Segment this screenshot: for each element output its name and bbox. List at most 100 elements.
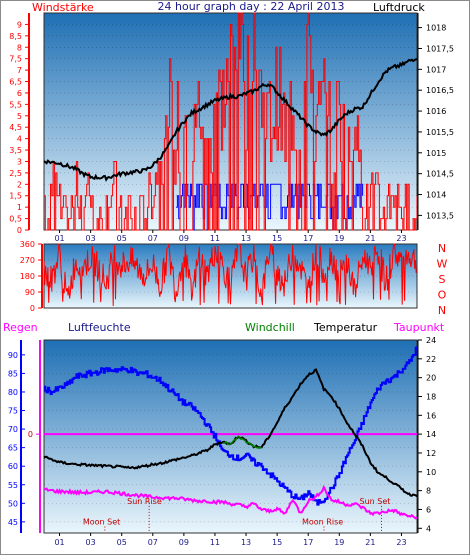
humidity-tick-label: 80 xyxy=(8,388,18,397)
temperature-tick-label: 4 xyxy=(426,524,431,533)
temperature-tick-label: 8 xyxy=(426,487,431,496)
wind-tick-label: 3 xyxy=(17,157,22,166)
temperature-tick-label: 18 xyxy=(426,392,436,401)
compass-label: N xyxy=(438,242,446,255)
pressure-line xyxy=(43,58,418,182)
x-tick-label: 15 xyxy=(272,234,282,243)
wind-tick-label: 4,5 xyxy=(9,123,22,132)
wind-tick-label: 6,5 xyxy=(9,78,22,87)
event-label: Moon Set xyxy=(83,518,120,527)
windchill-line xyxy=(222,435,262,450)
compass-label: S xyxy=(439,273,446,286)
chart-title: 24 hour graph day : 22 April 2013 xyxy=(158,1,345,13)
wind-tick-label: 2,5 xyxy=(9,169,22,178)
x-tick-label: 09 xyxy=(179,538,189,547)
x-tick-label: 11 xyxy=(210,538,220,547)
wind-tick-label: 0,5 xyxy=(9,215,22,224)
humidity-tick-label: 55 xyxy=(8,481,18,490)
temperature-humidity-plot-area xyxy=(43,339,418,534)
dew-point-legend-label: Taupunkt xyxy=(393,321,445,334)
humidity-legend-label: Luftfeuchte xyxy=(68,321,131,334)
direction-tick-label: 270 xyxy=(20,256,35,265)
wind-tick-label: 3,5 xyxy=(9,146,22,155)
temperature-tick-label: 20 xyxy=(426,374,436,383)
event-label: Sun Set xyxy=(359,497,390,506)
wind-tick-label: 7,5 xyxy=(9,55,22,64)
pressure-tick-label: 1018 xyxy=(426,24,446,33)
x-tick-label: 01 xyxy=(54,538,64,547)
temperature-tick-label: 10 xyxy=(426,468,436,477)
x-tick-label: 01 xyxy=(54,234,64,243)
pressure-tick-label: 1013,5 xyxy=(426,211,454,220)
compass-label: N xyxy=(438,304,446,317)
pressure-tick-label: 1015,5 xyxy=(426,128,454,137)
pressure-tick-label: 1016,5 xyxy=(426,86,454,95)
pressure-tick-label: 1015 xyxy=(426,149,446,158)
wind-tick-label: 0 xyxy=(17,226,22,235)
pressure-tick-label: 1017,5 xyxy=(426,44,454,53)
temperature-tick-label: 22 xyxy=(426,355,436,364)
wind-tick-label: 8,5 xyxy=(9,32,22,41)
humidity-tick-label: 60 xyxy=(8,462,18,471)
compass-label: O xyxy=(438,289,447,302)
temperature-tick-label: 16 xyxy=(426,411,436,420)
wind-direction-line xyxy=(43,243,417,307)
x-tick-label: 03 xyxy=(86,538,96,547)
wind-tick-label: 2 xyxy=(17,180,22,189)
direction-tick-label: 90 xyxy=(25,288,35,297)
temperature-legend-label: Temperatur xyxy=(313,321,378,334)
direction-tick-label: 360 xyxy=(20,240,35,249)
x-tick-label: 05 xyxy=(117,538,127,547)
temperature-tick-label: 12 xyxy=(426,449,436,458)
x-tick-label: 11 xyxy=(210,234,220,243)
x-tick-label: 23 xyxy=(396,234,406,243)
pressure-tick-label: 1017 xyxy=(426,65,446,74)
x-tick-label: 07 xyxy=(148,538,158,547)
direction-tick-label: 180 xyxy=(20,272,35,281)
humidity-tick-label: 85 xyxy=(8,369,18,378)
wind-tick-label: 5,5 xyxy=(9,100,22,109)
wind-tick-label: 1,5 xyxy=(9,192,22,201)
x-tick-label: 21 xyxy=(365,234,375,243)
windchill-legend-label: Windchill xyxy=(245,321,295,334)
humidity-line xyxy=(44,346,418,506)
wind-axis-title: Windstärke xyxy=(32,1,94,14)
humidity-tick-label: 75 xyxy=(8,407,18,416)
x-tick-label: 19 xyxy=(334,234,344,243)
rain-tick-label: 0 xyxy=(28,430,33,439)
dew-point-line xyxy=(43,484,418,520)
wind-speed-line xyxy=(44,12,418,231)
direction-tick-label: 0 xyxy=(30,304,35,313)
x-tick-label: 23 xyxy=(396,538,406,547)
x-tick-label: 07 xyxy=(148,234,158,243)
pressure-tick-label: 1014 xyxy=(426,191,446,200)
humidity-tick-label: 70 xyxy=(8,425,18,434)
x-tick-label: 15 xyxy=(272,538,282,547)
rain-legend-label: Regen xyxy=(3,321,38,334)
humidity-tick-label: 45 xyxy=(8,518,18,527)
humidity-tick-label: 65 xyxy=(8,444,18,453)
pressure-axis-title: Luftdruck xyxy=(373,1,425,14)
wind-tick-label: 5 xyxy=(17,112,22,121)
temperature-tick-label: 24 xyxy=(426,336,436,345)
wind-tick-label: 1 xyxy=(17,203,22,212)
wind-tick-label: 6 xyxy=(17,89,22,98)
x-tick-label: 17 xyxy=(303,538,313,547)
wind-tick-label: 9 xyxy=(17,20,22,29)
humidity-tick-label: 50 xyxy=(8,499,18,508)
wind-tick-label: 4 xyxy=(17,135,22,144)
temperature-tick-label: 6 xyxy=(426,505,431,514)
x-tick-label: 03 xyxy=(86,234,96,243)
x-tick-label: 13 xyxy=(241,234,251,243)
event-label: Sun Rise xyxy=(127,497,162,506)
x-tick-label: 09 xyxy=(179,234,189,243)
event-label: Moon Rise xyxy=(302,518,343,527)
pressure-tick-label: 1014,5 xyxy=(426,170,454,179)
x-tick-label: 05 xyxy=(117,234,127,243)
x-tick-label: 13 xyxy=(241,538,251,547)
wind-tick-label: 7 xyxy=(17,66,22,75)
compass-label: W xyxy=(437,258,448,271)
x-tick-label: 21 xyxy=(365,538,375,547)
